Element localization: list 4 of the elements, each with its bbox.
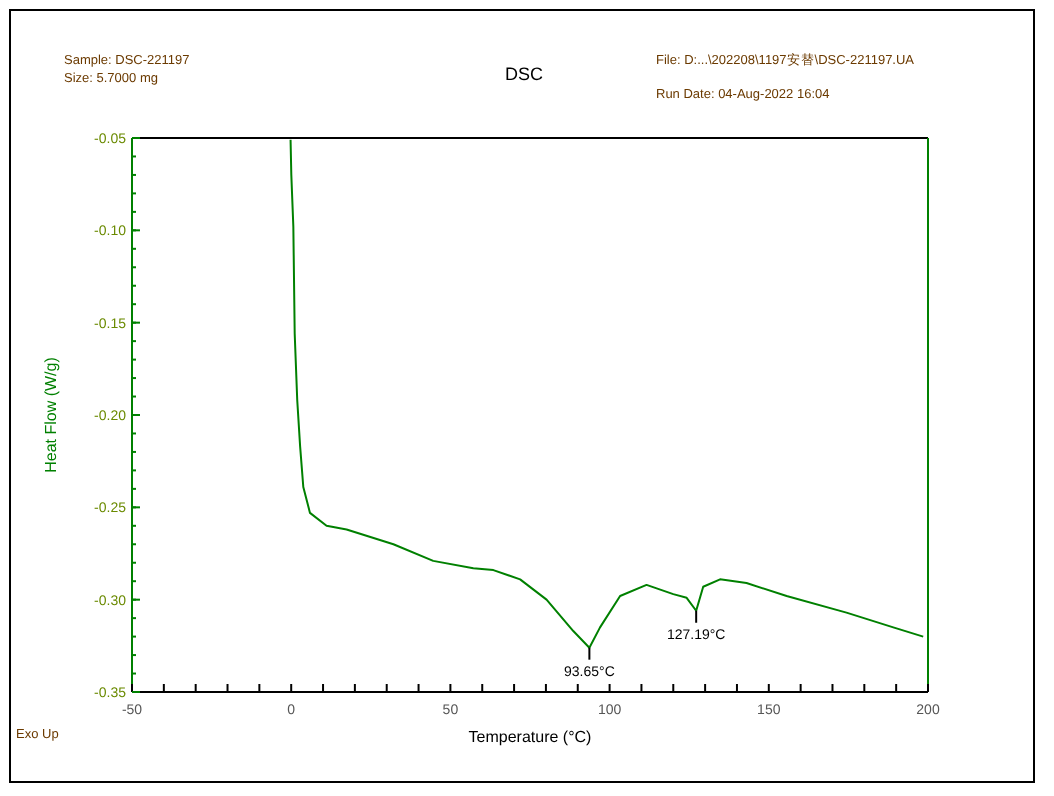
y-axis-title: Heat Flow (W/g) — [42, 356, 60, 473]
chart-title: DSC — [504, 64, 544, 84]
x-axis-title: Temperature (°C) — [468, 728, 593, 746]
line-series — [289, 138, 925, 649]
